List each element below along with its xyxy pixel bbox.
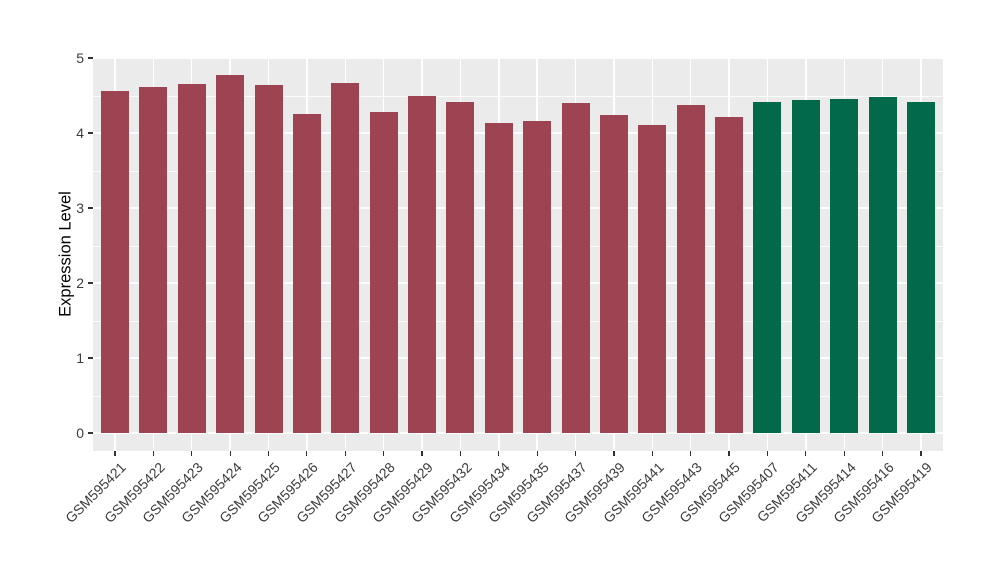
bar-GSM595419 — [907, 101, 935, 433]
x-tick-mark — [498, 451, 500, 456]
gridline-minor — [93, 245, 943, 247]
bar-GSM595407 — [753, 101, 782, 433]
x-tick-mark — [344, 451, 346, 456]
y-tick-mark — [87, 207, 93, 209]
gridline-minor — [93, 95, 943, 97]
y-tick-mark — [87, 132, 93, 134]
x-tick-mark — [306, 451, 308, 456]
x-tick-mark — [191, 451, 193, 456]
bar-GSM595445 — [715, 116, 744, 433]
y-tick-mark — [87, 57, 93, 59]
gridline-minor — [93, 320, 943, 322]
bar-GSM595414 — [830, 98, 859, 433]
y-tick-label: 0 — [76, 425, 84, 441]
y-tick-label: 5 — [76, 50, 84, 66]
bar-GSM595435 — [523, 121, 552, 433]
gridline-minor — [93, 395, 943, 397]
gridline-major — [93, 432, 943, 434]
bar-GSM595423 — [177, 83, 206, 433]
y-tick-label: 1 — [76, 350, 84, 366]
bar-GSM595443 — [676, 104, 705, 433]
bar-GSM595434 — [484, 122, 513, 433]
x-tick-mark — [651, 451, 653, 456]
x-tick-mark — [459, 451, 462, 456]
gridline-major — [93, 57, 943, 59]
bar-GSM595427 — [331, 82, 360, 433]
bar-GSM595422 — [139, 87, 168, 433]
bar-GSM595439 — [599, 115, 628, 433]
y-tick-mark — [87, 432, 93, 434]
bar-GSM595429 — [408, 96, 437, 433]
y-tick-label: 2 — [76, 275, 84, 291]
x-tick-mark — [574, 451, 577, 456]
y-tick-label: 4 — [76, 125, 84, 141]
x-tick-mark — [920, 451, 922, 456]
x-tick-mark — [229, 451, 231, 456]
bar-GSM595441 — [638, 124, 667, 433]
x-tick-mark — [536, 451, 538, 456]
bar-GSM595426 — [292, 113, 321, 433]
gridline-major — [93, 132, 943, 134]
bar-GSM595425 — [254, 85, 283, 433]
bar-GSM595421 — [101, 91, 129, 433]
bar-GSM595437 — [561, 103, 590, 433]
gridline-major — [93, 357, 943, 359]
x-tick-mark — [843, 451, 845, 456]
x-tick-mark — [114, 451, 116, 456]
plot-panel — [93, 57, 943, 451]
y-tick-mark — [87, 357, 93, 359]
bar-GSM595411 — [791, 100, 820, 433]
y-tick-label: 3 — [76, 200, 84, 216]
x-tick-mark — [267, 451, 270, 456]
x-tick-mark — [766, 451, 769, 456]
x-tick-mark — [613, 451, 615, 456]
gridline-major — [93, 282, 943, 284]
gridline-major — [93, 207, 943, 209]
x-tick-mark — [690, 451, 692, 456]
bar-GSM595432 — [446, 101, 475, 433]
x-tick-mark — [882, 451, 884, 456]
bar-GSM595416 — [868, 97, 897, 433]
gridline-minor — [93, 170, 943, 172]
x-tick-mark — [728, 451, 730, 456]
x-tick-mark — [805, 451, 807, 456]
y-tick-mark — [87, 282, 93, 284]
bar-GSM595424 — [216, 75, 245, 433]
bar-GSM595428 — [369, 112, 398, 433]
x-tick-mark — [152, 451, 154, 456]
x-tick-mark — [421, 451, 423, 456]
x-tick-mark — [383, 451, 385, 456]
